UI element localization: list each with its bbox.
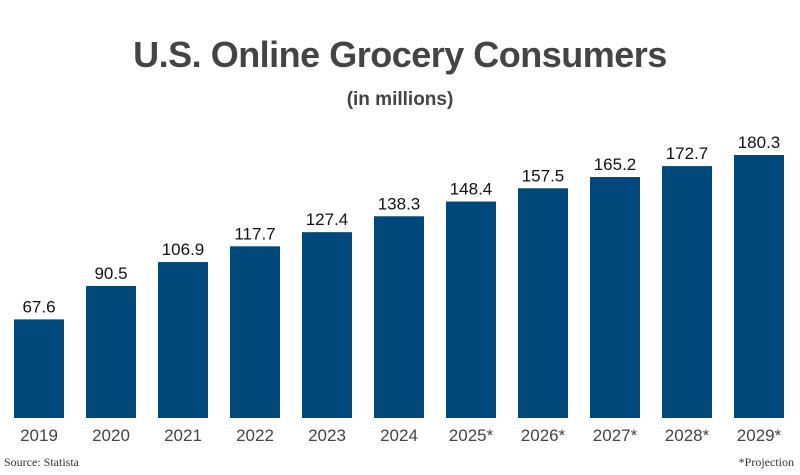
x-tick-label: 2027* <box>593 426 638 445</box>
x-tick-label: 2025* <box>449 426 494 445</box>
x-tick-label: 2021 <box>164 426 202 445</box>
x-tick-label: 2029* <box>737 426 782 445</box>
bar-2024 <box>374 216 424 418</box>
source-note: Source: Statista <box>4 455 79 469</box>
data-label: 90.5 <box>94 264 127 283</box>
bar-2025* <box>446 201 496 418</box>
data-label: 67.6 <box>22 297 55 316</box>
data-label: 106.9 <box>162 240 205 259</box>
data-label: 138.3 <box>378 194 421 213</box>
bar-2029* <box>734 155 784 418</box>
x-tick-label: 2028* <box>665 426 710 445</box>
bar-2023 <box>302 232 352 418</box>
data-label: 127.4 <box>306 210 349 229</box>
data-label: 117.7 <box>234 224 275 243</box>
bar-2028* <box>662 166 712 418</box>
chart-subtitle: (in millions) <box>346 89 454 110</box>
bar-2026* <box>518 188 568 418</box>
x-tick-label: 2024 <box>380 426 418 445</box>
bar-2027* <box>590 177 640 418</box>
data-label: 165.2 <box>594 155 637 174</box>
projection-note: *Projection <box>738 455 794 469</box>
x-tick-label: 2023 <box>308 426 346 445</box>
x-tick-label: 2022 <box>236 426 274 445</box>
x-tick-label: 2020 <box>92 426 130 445</box>
x-tick-label: 2026* <box>521 426 566 445</box>
chart-title: U.S. Online Grocery Consumers <box>133 34 667 75</box>
bar-2020 <box>86 285 136 418</box>
bar-2019 <box>14 319 64 418</box>
data-label: 157.5 <box>522 166 565 185</box>
bar-2021 <box>158 262 208 418</box>
x-tick-label: 2019 <box>20 426 58 445</box>
data-label: 172.7 <box>666 144 709 163</box>
data-label: 148.4 <box>450 180 493 199</box>
data-label: 180.3 <box>738 133 781 152</box>
bar-2022 <box>230 246 280 418</box>
